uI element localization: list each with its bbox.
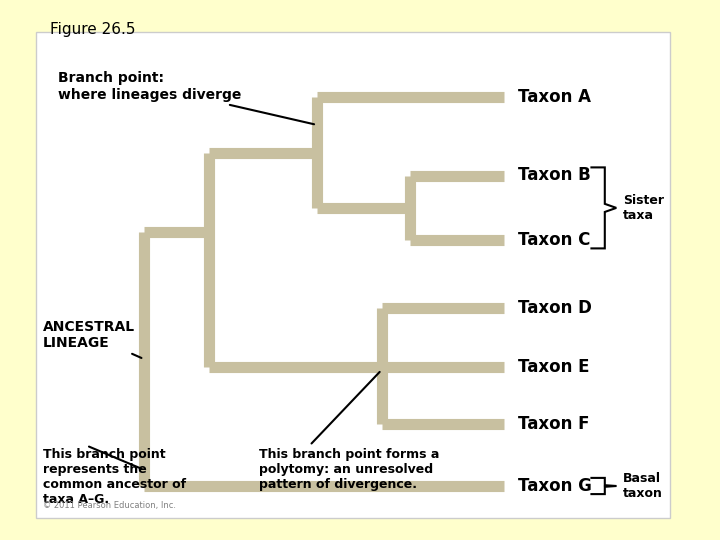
Text: Figure 26.5: Figure 26.5	[50, 22, 136, 37]
Text: This branch point forms a
polytomy: an unresolved
pattern of divergence.: This branch point forms a polytomy: an u…	[259, 448, 440, 491]
Text: Taxon E: Taxon E	[518, 358, 590, 376]
Text: Taxon F: Taxon F	[518, 415, 590, 433]
Text: This branch point
represents the
common ancestor of
taxa A–G.: This branch point represents the common …	[43, 448, 186, 506]
Text: Taxon G: Taxon G	[518, 477, 593, 495]
Text: Taxon C: Taxon C	[518, 231, 591, 249]
Text: Taxon A: Taxon A	[518, 88, 591, 106]
Text: Taxon B: Taxon B	[518, 166, 591, 185]
Text: © 2011 Pearson Education, Inc.: © 2011 Pearson Education, Inc.	[43, 501, 176, 510]
Text: Basal
taxon: Basal taxon	[623, 472, 662, 500]
FancyBboxPatch shape	[36, 32, 670, 518]
Text: Branch point:
where lineages diverge: Branch point: where lineages diverge	[58, 71, 314, 124]
Text: ANCESTRAL
LINEAGE: ANCESTRAL LINEAGE	[43, 320, 141, 358]
Text: Taxon D: Taxon D	[518, 299, 593, 317]
Text: Sister
taxa: Sister taxa	[623, 194, 664, 222]
